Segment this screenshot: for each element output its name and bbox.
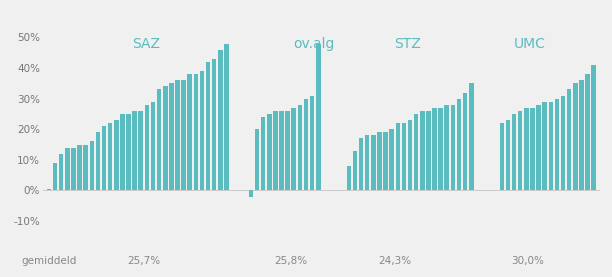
Bar xyxy=(267,114,272,190)
Bar xyxy=(157,89,162,190)
Bar xyxy=(248,190,253,197)
Bar xyxy=(432,108,437,190)
Text: 24,3%: 24,3% xyxy=(378,256,411,266)
Bar xyxy=(132,111,137,190)
Bar xyxy=(542,102,547,190)
Bar xyxy=(548,102,553,190)
Text: 25,8%: 25,8% xyxy=(275,256,308,266)
Bar xyxy=(114,120,119,190)
Bar xyxy=(585,74,590,190)
Bar xyxy=(83,145,88,190)
Bar xyxy=(77,145,82,190)
Bar xyxy=(371,135,376,190)
Bar xyxy=(359,138,364,190)
Text: 30,0%: 30,0% xyxy=(511,256,544,266)
Bar xyxy=(47,189,51,190)
Bar xyxy=(120,114,125,190)
Bar xyxy=(316,43,321,190)
Text: UMC: UMC xyxy=(514,37,546,52)
Bar xyxy=(395,123,400,190)
Bar xyxy=(420,111,425,190)
Bar xyxy=(499,123,504,190)
Bar xyxy=(389,129,394,190)
Bar xyxy=(536,105,541,190)
Bar xyxy=(71,148,76,190)
Bar xyxy=(310,96,315,190)
Text: 25,7%: 25,7% xyxy=(127,256,160,266)
Bar xyxy=(463,93,468,190)
Bar xyxy=(438,108,443,190)
Bar xyxy=(469,83,474,190)
Bar xyxy=(95,132,100,190)
Bar xyxy=(175,80,180,190)
Bar xyxy=(591,65,596,190)
Bar xyxy=(450,105,455,190)
Bar xyxy=(65,148,70,190)
Bar xyxy=(365,135,370,190)
Bar xyxy=(408,120,412,190)
Text: STZ: STZ xyxy=(394,37,421,52)
Bar xyxy=(261,117,266,190)
Bar xyxy=(401,123,406,190)
Bar xyxy=(102,126,106,190)
Bar xyxy=(457,99,461,190)
Bar xyxy=(377,132,382,190)
Bar xyxy=(89,142,94,190)
Bar xyxy=(212,59,217,190)
Bar xyxy=(163,86,168,190)
Text: ov.alg: ov.alg xyxy=(293,37,335,52)
Bar xyxy=(193,74,198,190)
Bar xyxy=(297,105,302,190)
Bar xyxy=(291,108,296,190)
Bar xyxy=(126,114,131,190)
Bar xyxy=(530,108,535,190)
Bar xyxy=(169,83,174,190)
Bar xyxy=(426,111,431,190)
Bar xyxy=(224,43,229,190)
Bar xyxy=(579,80,584,190)
Bar xyxy=(181,80,186,190)
Bar xyxy=(353,151,357,190)
Bar xyxy=(383,132,388,190)
Bar xyxy=(255,129,259,190)
Bar xyxy=(273,111,278,190)
Bar xyxy=(59,154,64,190)
Bar xyxy=(200,71,204,190)
Bar xyxy=(512,114,517,190)
Text: SAZ: SAZ xyxy=(132,37,160,52)
Bar xyxy=(144,105,149,190)
Bar xyxy=(506,120,510,190)
Bar xyxy=(53,163,58,190)
Bar xyxy=(554,99,559,190)
Bar xyxy=(138,111,143,190)
Bar xyxy=(304,99,308,190)
Bar xyxy=(218,50,223,190)
Bar xyxy=(108,123,113,190)
Bar xyxy=(567,89,572,190)
Bar xyxy=(518,111,523,190)
Bar xyxy=(346,166,351,190)
Text: gemiddeld: gemiddeld xyxy=(21,256,76,266)
Bar xyxy=(444,105,449,190)
Bar xyxy=(206,62,211,190)
Bar xyxy=(151,102,155,190)
Bar xyxy=(279,111,284,190)
Bar xyxy=(561,96,565,190)
Bar xyxy=(187,74,192,190)
Bar xyxy=(524,108,529,190)
Bar xyxy=(414,114,419,190)
Bar xyxy=(573,83,578,190)
Bar xyxy=(285,111,290,190)
